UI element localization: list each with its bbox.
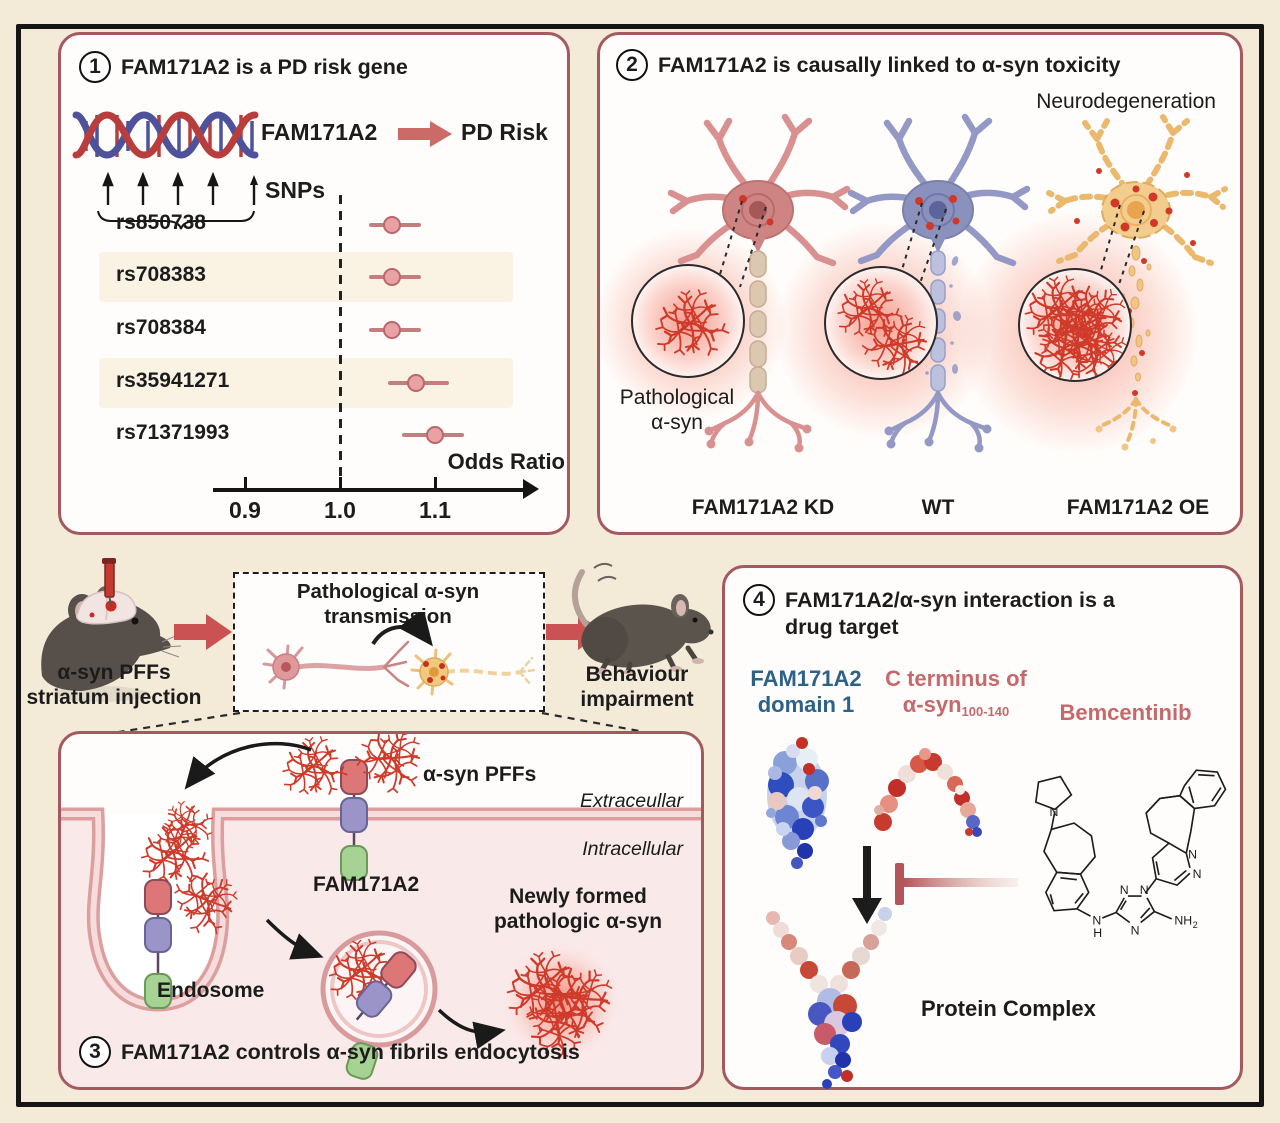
snps-label: SNPs xyxy=(265,177,326,203)
condition-label-kd: FAM171A2 KD xyxy=(691,496,835,519)
endosome-label: Endosome xyxy=(157,979,265,1002)
axis-tick xyxy=(243,477,247,489)
fam171a2-receptor-label: FAM171A2 xyxy=(313,873,420,896)
snp-arrow-icon xyxy=(250,175,258,205)
bemcentinib-structure: N NH N NN NH 2 NN xyxy=(1034,769,1227,940)
magnifier-circle-wt xyxy=(824,266,938,380)
gene-label: FAM171A2 xyxy=(261,119,378,145)
panel2-number-badge: 2 xyxy=(616,49,648,81)
svg-text:2: 2 xyxy=(1193,920,1198,930)
svg-text:N: N xyxy=(1049,805,1058,819)
snp-label: rs71371993 xyxy=(116,421,230,444)
injection-label: α-syn PFFs striatum injection xyxy=(26,661,202,710)
snp-label: rs35941271 xyxy=(116,369,230,392)
panel1-number-badge: 1 xyxy=(79,51,111,83)
pd-risk-label: PD Risk xyxy=(461,119,548,145)
svg-text:N: N xyxy=(1193,867,1202,881)
svg-text:NH: NH xyxy=(1174,913,1192,927)
svg-text:N: N xyxy=(1120,883,1129,897)
behaviour-label: Behaviour impairment xyxy=(580,663,694,712)
mouse-injection-illustration xyxy=(41,558,182,702)
risk-arrow-icon xyxy=(398,121,452,147)
mouse-behaviour-illustration xyxy=(572,562,714,674)
extracellular-label: Extraceullar xyxy=(580,790,683,812)
svg-text:N: N xyxy=(1140,883,1149,897)
snp-label: rs850738 xyxy=(116,211,206,234)
or-point xyxy=(426,426,444,444)
condition-label-wt: WT xyxy=(921,496,955,519)
cterm-label: C terminus of α-syn100-140 xyxy=(885,666,1027,720)
panel2-title: FAM171A2 is causally linked to α-syn tox… xyxy=(658,53,1121,77)
domain1-label: FAM171A2 domain 1 xyxy=(750,666,862,718)
bemcentinib-label: Bemcentinib xyxy=(1059,700,1192,725)
or-point xyxy=(383,321,402,339)
endocytosis-illustration xyxy=(61,734,701,1087)
or-point xyxy=(407,374,425,392)
svg-text:N: N xyxy=(1092,913,1101,927)
odds-ratio-axis-label: Odds Ratio xyxy=(447,449,565,474)
snp-label: rs708384 xyxy=(116,316,206,339)
panel-endocytosis: α-syn PFFs Extraceullar Intracellular FA… xyxy=(58,731,704,1090)
or-point xyxy=(383,216,402,234)
panel3-title: FAM171A2 controls α-syn fibrils endocyto… xyxy=(121,1040,580,1064)
panel4-title-row: 4 FAM171A2/α-syn interaction is a drug t… xyxy=(743,584,1115,641)
panel1-title: FAM171A2 is a PD risk gene xyxy=(121,55,408,79)
condition-label-oe: FAM171A2 OE xyxy=(1066,496,1210,519)
axis-line xyxy=(213,488,525,492)
protein-cterm-structure xyxy=(874,748,982,837)
forest-row-shade xyxy=(99,252,513,302)
dna-helix-illustration xyxy=(72,111,259,159)
panel4-number-badge: 4 xyxy=(743,584,775,616)
panel3-title-row: 3 FAM171A2 controls α-syn fibrils endocy… xyxy=(79,1036,580,1068)
neurodegeneration-label: Neurodegeneration xyxy=(1036,90,1216,113)
interaction-arrow-and-inhibitor xyxy=(852,846,1018,924)
protein-complex-label: Protein Complex xyxy=(921,996,1096,1021)
panel3-number-badge: 3 xyxy=(79,1036,111,1068)
pathological-asyn-label: Pathological α-syn xyxy=(619,386,735,435)
transmission-box: Pathological α-syn transmission xyxy=(233,572,545,712)
panel-asyn-toxicity: 2 FAM171A2 is causally linked to α-syn t… xyxy=(596,32,1243,535)
magnifier-circle-oe xyxy=(1018,268,1132,382)
reference-line xyxy=(338,195,342,483)
panel4-title: FAM171A2/α-syn interaction is a drug tar… xyxy=(785,588,1115,639)
or-point xyxy=(383,268,402,286)
transmission-neurons-illustration xyxy=(262,612,537,696)
snp-arrows-and-brace xyxy=(97,171,255,230)
neuron-kd-illustration xyxy=(667,113,851,453)
axis-tick xyxy=(433,477,437,489)
axis-tick xyxy=(338,477,342,489)
axis-tick-label: 0.9 xyxy=(229,497,261,523)
panel2-title-row: 2 FAM171A2 is causally linked to α-syn t… xyxy=(616,49,1121,81)
protein-complex-structure xyxy=(766,907,892,1089)
protein-domain1-structure xyxy=(766,737,829,869)
svg-text:H: H xyxy=(1093,926,1102,940)
magnifier-connector-lines xyxy=(717,200,1145,294)
panel1-title-row: 1 FAM171A2 is a PD risk gene xyxy=(79,51,408,83)
svg-text:N: N xyxy=(1188,848,1197,862)
axis-tick-label: 1.1 xyxy=(419,497,451,523)
axis-tick-label: 1.0 xyxy=(324,497,356,523)
forest-plot: Odds Ratio rs850738 rs708383 rs708384 rs359… xyxy=(61,185,573,535)
intracellular-label: Intracellular xyxy=(582,838,683,860)
neuron-oe-illustration xyxy=(1046,114,1228,451)
axis-arrowhead xyxy=(523,479,539,499)
flow-arrow-left-icon xyxy=(174,614,232,650)
panel-pd-risk-gene: 1 FAM171A2 is a PD risk gene FAM171A2 PD… xyxy=(58,32,570,535)
pffs-label: α-syn PFFs xyxy=(423,763,537,786)
newly-formed-label: Newly formed pathologic α-syn xyxy=(493,885,663,934)
panel-drug-target: 4 FAM171A2/α-syn interaction is a drug t… xyxy=(722,565,1243,1090)
snp-label: rs708383 xyxy=(116,263,206,286)
magnifier-circle-kd xyxy=(631,264,745,378)
svg-text:N: N xyxy=(1131,923,1140,937)
